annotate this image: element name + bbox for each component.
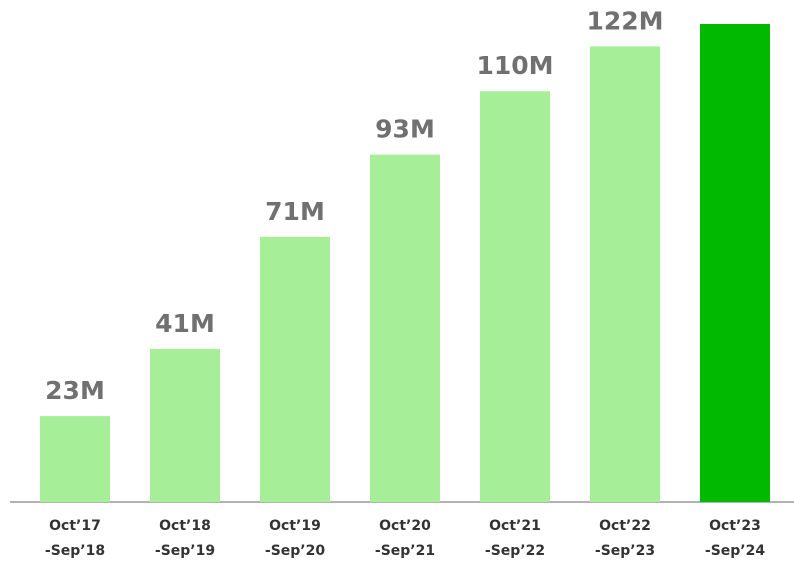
bar — [260, 236, 330, 502]
bar — [370, 154, 440, 502]
value-label: 93M — [375, 115, 435, 144]
x-tick-label: Oct’23 — [709, 518, 761, 534]
x-tick-label: Oct’22 — [599, 518, 651, 534]
value-label: 23M — [45, 376, 105, 405]
value-label: 71M — [265, 197, 325, 226]
bar — [40, 416, 110, 502]
x-tick-label: -Sep’21 — [375, 543, 435, 559]
x-tick-label: Oct’21 — [489, 518, 541, 534]
bar — [480, 91, 550, 502]
value-label: 41M — [155, 309, 215, 338]
bar — [700, 24, 770, 502]
bar — [590, 46, 660, 502]
x-tick-label: Oct’17 — [49, 518, 101, 534]
x-tick-label: Oct’20 — [379, 518, 431, 534]
x-tick-label: -Sep’24 — [705, 543, 765, 559]
x-tick-label: -Sep’22 — [485, 543, 545, 559]
value-label: 110M — [476, 51, 553, 80]
value-label: 122M — [586, 6, 663, 35]
x-tick-label: -Sep’20 — [265, 543, 325, 559]
bar — [150, 348, 220, 502]
x-tick-label: -Sep’19 — [155, 543, 215, 559]
x-tick-label: Oct’19 — [269, 518, 321, 534]
x-tick-label: -Sep’18 — [45, 543, 105, 559]
x-tick-label: -Sep’23 — [595, 543, 655, 559]
x-tick-label: Oct’18 — [159, 518, 211, 534]
